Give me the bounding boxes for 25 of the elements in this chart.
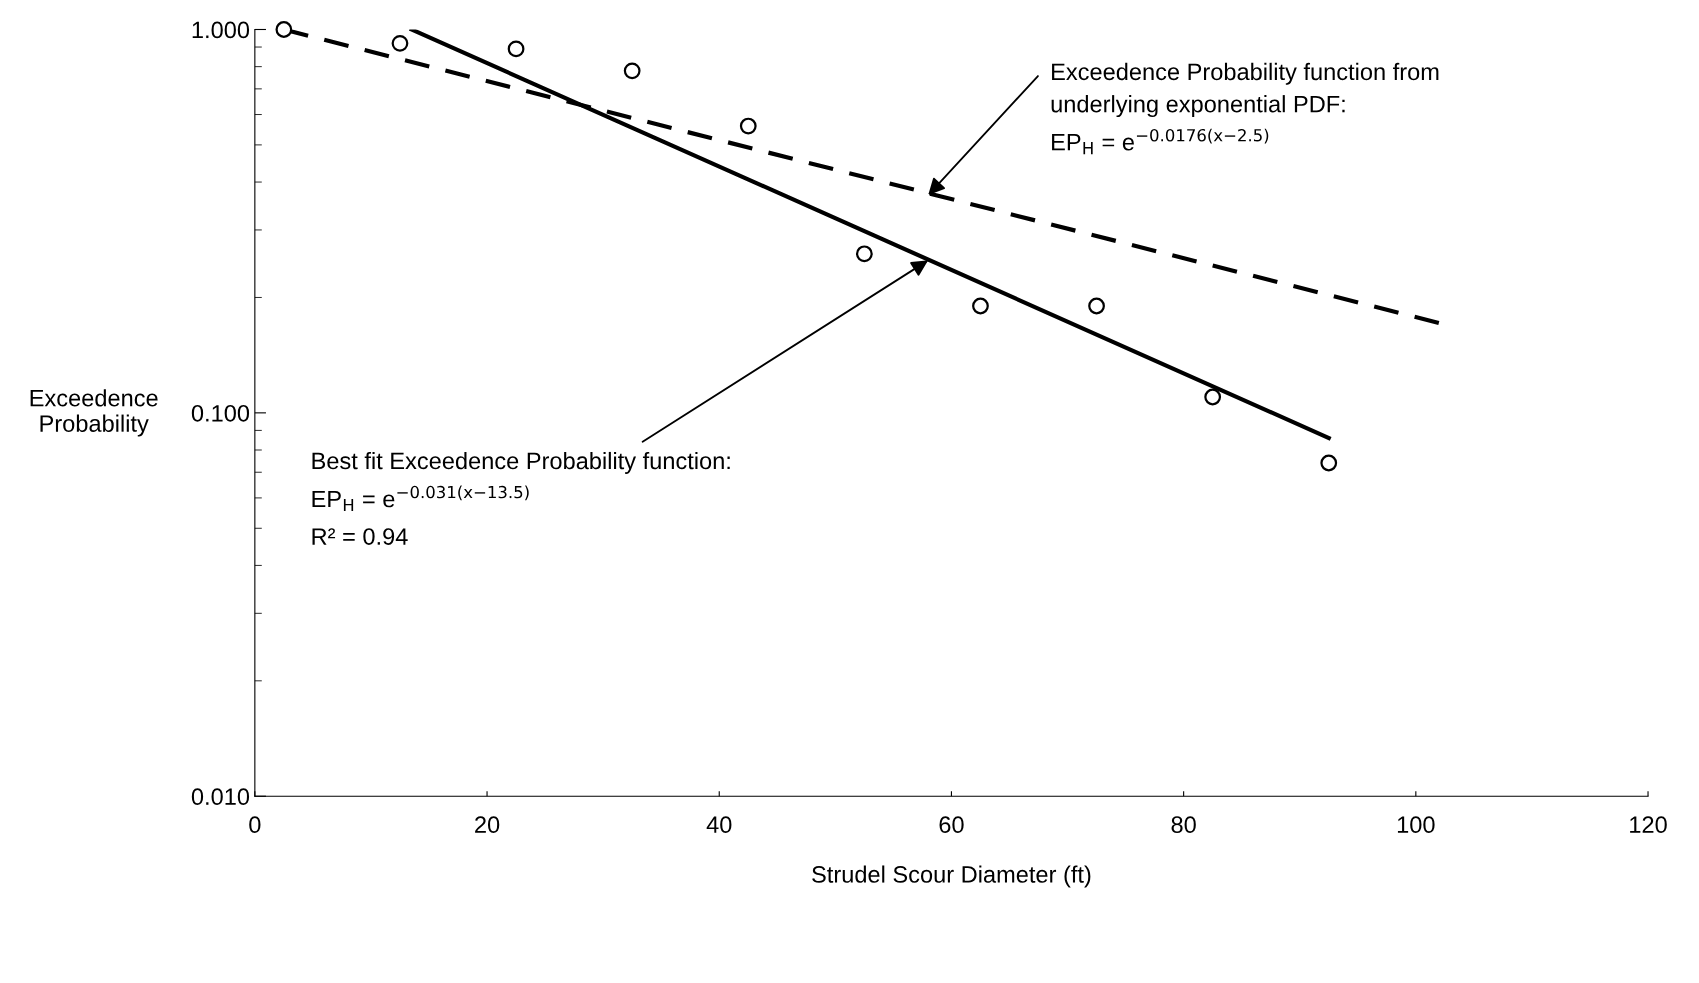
point <box>739 117 757 135</box>
annotation: Best fit Exceedence Probability function: EP$_{H}$ = e$^{−0.031(x−13.5)}$ <box>312 451 730 511</box>
x-axis-title: Strudel Scour Diameter (ft) <box>812 865 1091 888</box>
annotation: R² = 0.94 <box>312 528 408 545</box>
point <box>391 34 409 52</box>
y-axis-title: Exceedence Probability <box>30 389 158 437</box>
point <box>1320 454 1338 472</box>
x-tick-label: 0 <box>249 816 261 834</box>
x-tick-label: 40 <box>706 816 732 834</box>
point <box>623 62 641 80</box>
point <box>275 21 293 38</box>
y-tick-label: 0.100 <box>191 404 250 422</box>
x-tick-label: 120 <box>1630 816 1667 834</box>
y-tick-label: 0.010 <box>191 788 250 806</box>
point <box>972 297 989 315</box>
point <box>507 40 525 58</box>
x-tick-label: 80 <box>1171 816 1196 834</box>
point <box>855 245 873 263</box>
annotation: Exceedence Probability function from underlying exponential PDF: EP$_{H}$ = e$^{−0.0176(x−2.5)}$ <box>1051 62 1439 155</box>
point <box>1088 297 1105 315</box>
x-tick-label: 60 <box>939 816 964 834</box>
point <box>1204 388 1222 406</box>
y-tick-label: 1.000 <box>192 21 250 39</box>
x-tick-label: 100 <box>1397 816 1435 834</box>
x-tick-label: 20 <box>475 816 500 834</box>
